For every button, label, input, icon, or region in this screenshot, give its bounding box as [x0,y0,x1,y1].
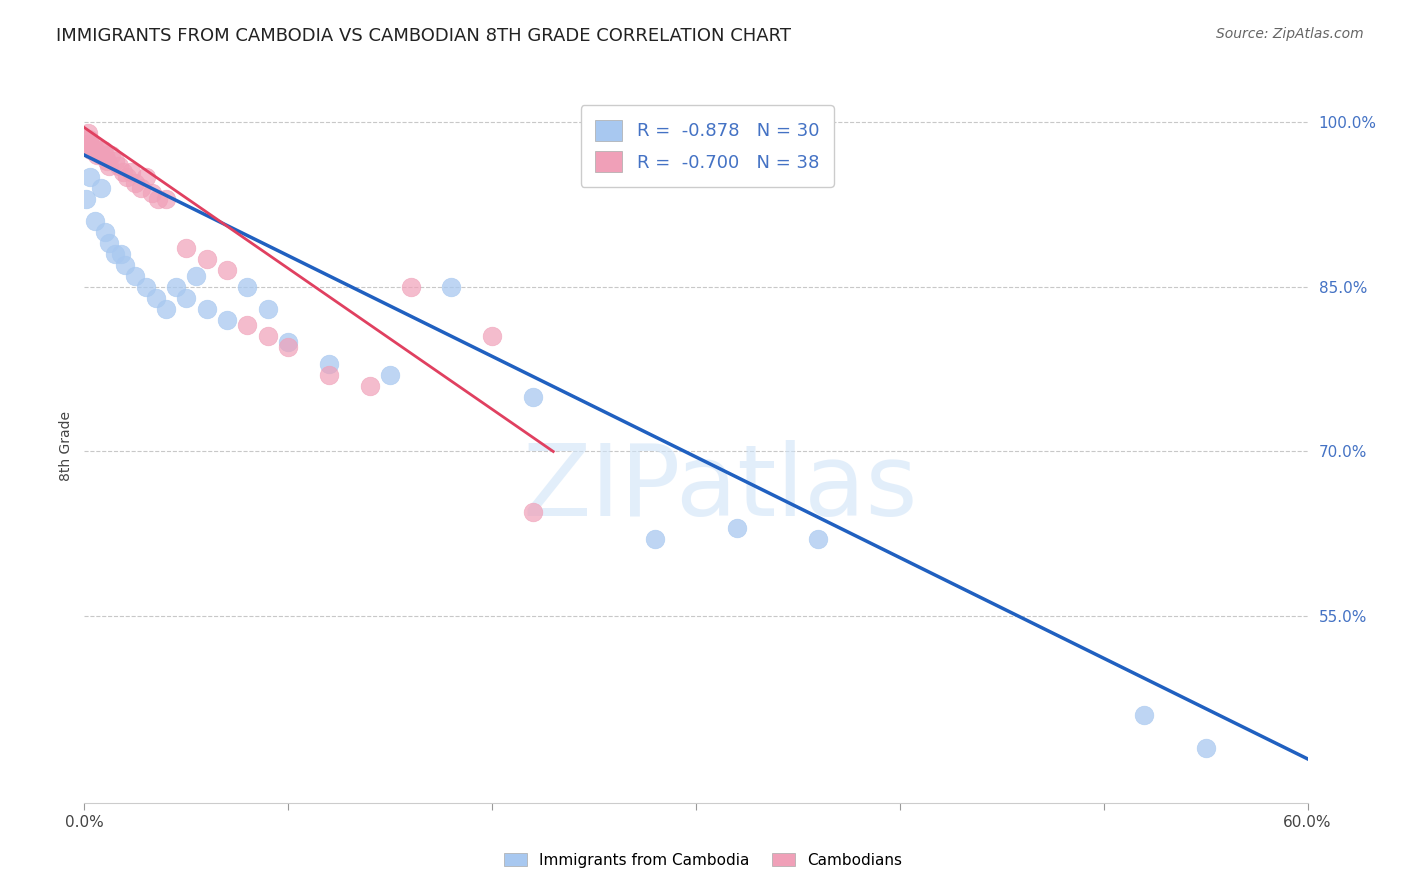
Point [155,192,177,206]
Point [79,131,101,145]
Point [80,143,103,157]
Point [120,164,142,178]
Point [112,164,135,178]
Point [90,181,112,195]
Point [257,301,280,316]
Point [124,176,146,190]
Y-axis label: 8th Grade: 8th Grade [59,411,73,481]
Point [440,280,463,294]
Point [217,263,239,277]
Point [91,143,114,157]
Point [75,131,97,145]
Point [135,169,157,184]
Point [1195,740,1218,755]
Legend: Immigrants from Cambodia, Cambodians: Immigrants from Cambodia, Cambodians [496,845,910,875]
Point [114,258,136,272]
Point [318,357,340,371]
Point [79,137,101,152]
Point [108,159,131,173]
Point [93,225,115,239]
Point [146,192,169,206]
Point [174,241,197,255]
Point [135,280,157,294]
Point [97,159,120,173]
Point [75,192,97,206]
Point [359,378,381,392]
Point [86,148,108,162]
Point [522,390,544,404]
Point [93,148,115,162]
Point [77,126,100,140]
Point [165,280,187,294]
Point [277,334,299,349]
Point [87,143,110,157]
Point [79,169,101,184]
Point [100,148,122,162]
Point [257,329,280,343]
Point [155,301,177,316]
Point [96,153,118,168]
Point [236,280,259,294]
Point [90,148,112,162]
Point [1133,708,1156,723]
Point [380,368,402,382]
Point [145,291,167,305]
Legend: R =  -0.878   N = 30, R =  -0.700   N = 38: R = -0.878 N = 30, R = -0.700 N = 38 [581,105,834,186]
Point [104,153,127,168]
Point [82,137,104,152]
Point [644,533,666,547]
Point [83,214,105,228]
Text: Source: ZipAtlas.com: Source: ZipAtlas.com [1216,27,1364,41]
Point [124,268,146,283]
Text: IMMIGRANTS FROM CAMBODIA VS CAMBODIAN 8TH GRADE CORRELATION CHART: IMMIGRANTS FROM CAMBODIA VS CAMBODIAN 8T… [56,27,792,45]
Point [174,291,197,305]
Point [141,186,163,201]
Point [217,312,239,326]
Point [236,318,259,333]
Point [186,268,208,283]
Point [97,235,120,250]
Point [725,521,748,535]
Point [399,280,422,294]
Point [131,181,153,195]
Text: ZIPatlas: ZIPatlas [523,441,918,537]
Point [277,340,299,354]
Point [115,169,138,184]
Point [83,143,105,157]
Point [110,247,132,261]
Point [104,247,127,261]
Point [318,368,340,382]
Point [807,533,830,547]
Point [76,137,98,152]
Point [195,301,218,316]
Point [195,252,218,267]
Point [481,329,503,343]
Point [522,505,544,519]
